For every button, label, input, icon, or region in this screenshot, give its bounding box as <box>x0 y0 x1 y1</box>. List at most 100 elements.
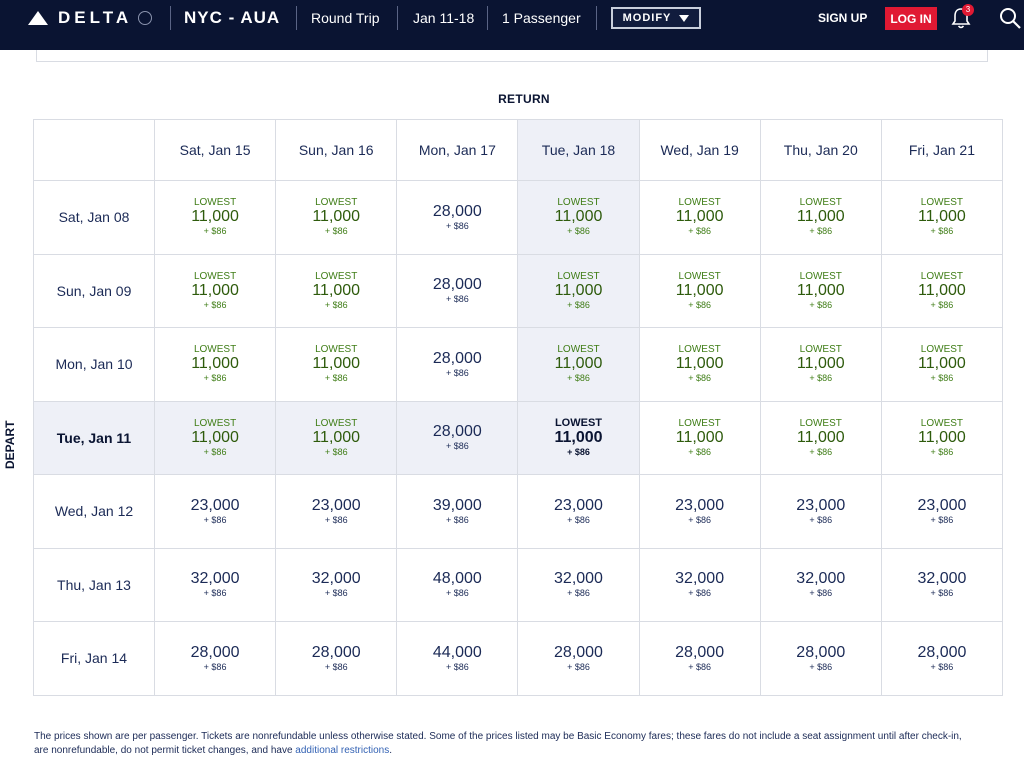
fare-cell[interactable]: LOWEST 11,000 + $86 <box>759 327 882 402</box>
fare-cell[interactable]: 39,000 + $86 <box>396 474 519 549</box>
fare-miles: 11,000 <box>796 281 845 299</box>
fare-cell[interactable]: LOWEST 11,000 + $86 <box>638 180 761 255</box>
passenger-count: 1 Passenger <box>502 10 581 26</box>
fare-cell[interactable]: 23,000 + $86 <box>759 474 882 549</box>
fare-cell[interactable]: LOWEST 11,000 + $86 <box>153 253 277 328</box>
corner-cell <box>33 119 155 181</box>
depart-date-header: Thu, Jan 13 <box>33 547 155 622</box>
fare-fee: + $86 <box>688 446 712 457</box>
lowest-fare-tag: LOWEST <box>557 270 600 282</box>
fare-cell[interactable]: 23,000 + $86 <box>517 474 640 549</box>
fare-cell-selected[interactable]: LOWEST 11,000 + $86 <box>517 400 640 475</box>
lowest-fare-tag: LOWEST <box>799 417 842 429</box>
additional-restrictions-link[interactable]: additional restrictions <box>295 745 390 756</box>
fare-cell[interactable]: 32,000 + $86 <box>275 547 398 622</box>
divider <box>487 6 488 30</box>
fare-cell[interactable]: LOWEST 11,000 + $86 <box>153 327 277 402</box>
fare-cell[interactable]: 32,000 + $86 <box>638 547 761 622</box>
fare-cell[interactable]: 23,000 + $86 <box>880 474 1004 549</box>
fare-cell[interactable]: LOWEST 11,000 + $86 <box>517 180 640 255</box>
fare-miles: 28,000 <box>432 202 482 220</box>
lowest-fare-tag: LOWEST <box>920 197 964 209</box>
brand-name: DELTA <box>58 8 133 27</box>
search-button[interactable] <box>998 6 1024 32</box>
fare-cell[interactable]: LOWEST 11,000 + $86 <box>153 400 277 475</box>
fare-cell[interactable]: 44,000 + $86 <box>396 621 519 696</box>
fare-miles: 28,000 <box>432 423 482 441</box>
depart-row: Thu, Jan 13 32,000 + $86 32,000 + $86 48,000 +… <box>33 547 1004 622</box>
fare-cell[interactable]: LOWEST 11,000 + $86 <box>275 327 398 402</box>
lowest-fare-tag: LOWEST <box>799 344 842 356</box>
fare-cell[interactable]: LOWEST 11,000 + $86 <box>638 253 761 328</box>
fare-cell[interactable]: 28,000 + $86 <box>638 621 761 696</box>
fare-cell[interactable]: 23,000 + $86 <box>638 474 761 549</box>
return-date-header: Mon, Jan 17 <box>396 119 519 181</box>
fare-cell[interactable]: LOWEST 11,000 + $86 <box>638 327 761 402</box>
fare-cell[interactable]: LOWEST 11,000 + $86 <box>638 400 761 475</box>
fare-cell[interactable]: 32,000 + $86 <box>880 547 1004 622</box>
price-disclaimer: The prices shown are per passenger. Tick… <box>34 730 964 758</box>
fare-fee: + $86 <box>809 446 833 457</box>
fare-cell[interactable]: LOWEST 11,000 + $86 <box>880 253 1004 328</box>
fare-fee: + $86 <box>567 299 590 310</box>
fare-cell[interactable]: 23,000 + $86 <box>275 474 398 549</box>
fare-cell[interactable]: LOWEST 11,000 + $86 <box>275 400 398 475</box>
divider <box>170 6 171 30</box>
fare-fee: + $86 <box>324 373 348 384</box>
top-nav-bar: DELTA NYC - AUA Round Trip Jan 11-18 1 P… <box>0 0 1024 50</box>
fare-cell[interactable]: 23,000 + $86 <box>153 474 277 549</box>
fare-cell[interactable]: LOWEST 11,000 + $86 <box>880 180 1004 255</box>
fare-miles: 11,000 <box>675 355 724 373</box>
fare-cell[interactable]: LOWEST 11,000 + $86 <box>517 253 640 328</box>
fare-fee: + $86 <box>688 226 712 237</box>
fare-cell[interactable]: LOWEST 11,000 + $86 <box>275 180 398 255</box>
fare-miles: 32,000 <box>917 570 967 588</box>
fare-cell[interactable]: 28,000 + $86 <box>759 621 882 696</box>
fare-cell[interactable]: LOWEST 11,000 + $86 <box>153 180 277 255</box>
fare-cell[interactable]: 28,000 + $86 <box>396 180 519 255</box>
fare-miles: 23,000 <box>190 496 240 514</box>
fare-cell[interactable]: 32,000 + $86 <box>153 547 277 622</box>
fare-cell[interactable]: LOWEST 11,000 + $86 <box>880 400 1004 475</box>
fare-miles: 11,000 <box>918 355 966 373</box>
fare-fee: + $86 <box>930 661 954 672</box>
modify-button[interactable]: MODIFY <box>611 7 701 29</box>
lowest-fare-tag: LOWEST <box>315 197 358 209</box>
fare-cell[interactable]: 28,000 + $86 <box>396 327 519 402</box>
fare-fee: + $86 <box>688 514 712 525</box>
fare-fee: + $86 <box>930 514 954 525</box>
fare-cell[interactable]: 28,000 + $86 <box>517 621 640 696</box>
fare-miles: 23,000 <box>796 496 846 514</box>
fare-cell[interactable]: 28,000 + $86 <box>153 621 277 696</box>
fare-cell[interactable]: LOWEST 11,000 + $86 <box>517 327 640 402</box>
delta-logo[interactable]: DELTA <box>28 0 153 36</box>
fare-fee: + $86 <box>324 446 348 457</box>
fare-cell[interactable]: LOWEST 11,000 + $86 <box>759 253 882 328</box>
sign-up-link[interactable]: SIGN UP <box>818 11 868 25</box>
fare-cell[interactable]: LOWEST 11,000 + $86 <box>759 180 882 255</box>
fare-miles: 28,000 <box>190 643 240 661</box>
fare-miles: 23,000 <box>917 496 967 514</box>
fare-fee: + $86 <box>567 373 590 384</box>
fare-cell[interactable]: 28,000 + $86 <box>275 621 398 696</box>
fare-fee: + $86 <box>930 226 954 237</box>
fare-cell[interactable]: LOWEST 11,000 + $86 <box>880 327 1004 402</box>
fare-cell[interactable]: 48,000 + $86 <box>396 547 519 622</box>
log-in-button[interactable]: LOG IN <box>885 7 937 30</box>
fare-miles: 44,000 <box>432 643 482 661</box>
depart-date-header: Wed, Jan 12 <box>33 474 155 549</box>
fare-cell[interactable]: 28,000 + $86 <box>880 621 1004 696</box>
fare-miles: 11,000 <box>796 355 845 373</box>
fare-fee: + $86 <box>567 588 590 599</box>
fare-cell[interactable]: LOWEST 11,000 + $86 <box>275 253 398 328</box>
return-date-header-selected: Tue, Jan 18 <box>517 119 640 181</box>
notifications-button[interactable]: 3 <box>950 4 974 30</box>
fare-cell[interactable]: LOWEST 11,000 + $86 <box>759 400 882 475</box>
fare-cell[interactable]: 28,000 + $86 <box>396 400 519 475</box>
fare-cell[interactable]: 32,000 + $86 <box>517 547 640 622</box>
fare-fee: + $86 <box>567 514 590 525</box>
fare-miles: 11,000 <box>918 428 966 446</box>
fare-cell[interactable]: 28,000 + $86 <box>396 253 519 328</box>
fare-miles: 28,000 <box>675 643 725 661</box>
fare-cell[interactable]: 32,000 + $86 <box>759 547 882 622</box>
